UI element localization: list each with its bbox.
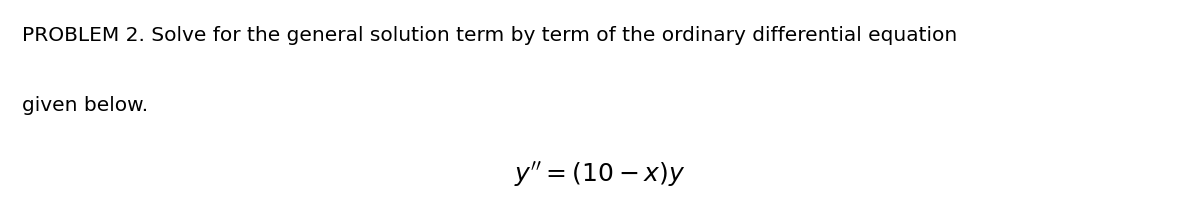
- Text: PROBLEM 2. Solve for the general solution term by term of the ordinary different: PROBLEM 2. Solve for the general solutio…: [22, 26, 956, 45]
- Text: $y'' = (10 - x)y$: $y'' = (10 - x)y$: [515, 160, 685, 189]
- Text: given below.: given below.: [22, 96, 148, 115]
